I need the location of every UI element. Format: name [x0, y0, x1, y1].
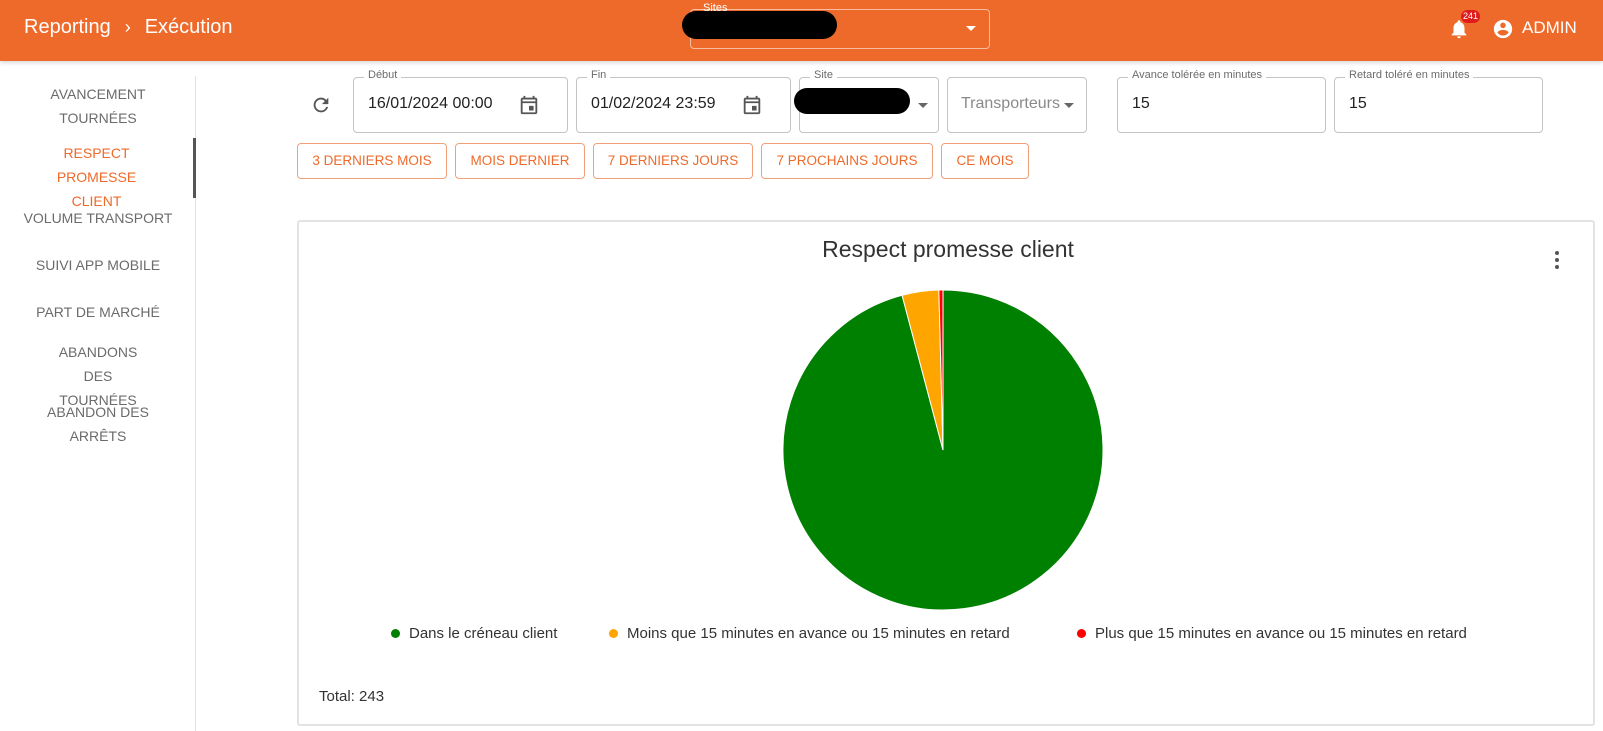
- breadcrumb-reporting[interactable]: Reporting: [24, 16, 111, 38]
- more-vert-icon[interactable]: [1554, 251, 1560, 271]
- chart-title: Respect promesse client: [822, 236, 1074, 262]
- legend-dot-icon: [1077, 629, 1086, 638]
- pie-chart: [782, 289, 1104, 611]
- legend-item-dans-le-creneau[interactable]: Dans le créneau client: [391, 625, 557, 642]
- transporteurs-select[interactable]: Transporteurs: [947, 77, 1087, 133]
- chart-card: Respect promesse client Dans le créneau …: [297, 220, 1595, 726]
- range-7-prochains-jours-button[interactable]: 7 PROCHAINS JOURS: [761, 143, 933, 179]
- date-fin-field[interactable]: Fin 01/02/2024 23:59: [576, 69, 791, 133]
- refresh-icon[interactable]: [310, 94, 332, 116]
- date-debut-label: Début: [364, 69, 402, 81]
- notification-badge: 241: [1461, 10, 1481, 23]
- site-redacted-value: [794, 88, 910, 114]
- date-debut-value[interactable]: 16/01/2024 00:00: [368, 95, 493, 112]
- calendar-icon[interactable]: [518, 94, 540, 116]
- sidebar-nav: AVANCEMENT TOURNÉES RESPECT PROMESSE CLI…: [0, 76, 196, 731]
- avance-toleree-value[interactable]: 15: [1132, 95, 1150, 112]
- site-select[interactable]: Site: [794, 69, 939, 133]
- legend-dot-icon: [391, 629, 400, 638]
- sidebar-item-volume-transport[interactable]: VOLUME TRANSPORT: [23, 210, 173, 226]
- account-circle-icon[interactable]: [1492, 18, 1514, 40]
- sidebar-item-part-de-marche[interactable]: PART DE MARCHÉ: [36, 304, 160, 320]
- total-count: Total: 243: [319, 688, 385, 705]
- caret-down-icon[interactable]: [1064, 103, 1074, 108]
- breadcrumb: Reporting › Exécution: [24, 16, 233, 39]
- legend-dot-icon: [609, 629, 618, 638]
- legend-label: Dans le créneau client: [409, 625, 558, 642]
- sidebar-item-avancement-tournees[interactable]: AVANCEMENT TOURNÉES: [50, 86, 146, 126]
- breadcrumb-separator: ›: [124, 17, 131, 37]
- sites-redacted-value: [682, 11, 837, 39]
- breadcrumb-execution: Exécution: [144, 16, 233, 38]
- range-ce-mois-button[interactable]: CE MOIS: [941, 143, 1029, 179]
- range-3-derniers-mois-button[interactable]: 3 DERNIERS MOIS: [297, 143, 447, 179]
- transporteurs-placeholder: Transporteurs: [961, 95, 1060, 112]
- sidebar-item-respect-promesse-client[interactable]: RESPECT PROMESSE CLIENT: [0, 138, 196, 209]
- pie-slice-2[interactable]: [938, 289, 944, 451]
- date-fin-value[interactable]: 01/02/2024 23:59: [591, 95, 716, 112]
- caret-down-icon[interactable]: [918, 103, 928, 108]
- bell-icon[interactable]: [1448, 17, 1470, 41]
- legend-item-plus-que-15[interactable]: Plus que 15 minutes en avance ou 15 minu…: [1077, 625, 1467, 642]
- top-app-bar: Reporting › Exécution Sites 241 ADMIN: [0, 0, 1603, 61]
- sidebar-item-suivi-app-mobile[interactable]: SUIVI APP MOBILE: [35, 257, 161, 273]
- range-mois-dernier-button[interactable]: MOIS DERNIER: [455, 143, 585, 179]
- sidebar-item-abandon-des-arrets[interactable]: ABANDON DES ARRÊTS: [47, 404, 149, 444]
- retard-tolere-value[interactable]: 15: [1349, 95, 1367, 112]
- avance-toleree-label: Avance tolérée en minutes: [1128, 69, 1267, 81]
- legend-item-moins-que-15[interactable]: Moins que 15 minutes en avance ou 15 min…: [609, 625, 1010, 642]
- calendar-icon[interactable]: [741, 94, 763, 116]
- legend-label: Moins que 15 minutes en avance ou 15 min…: [627, 625, 1010, 642]
- date-fin-label: Fin: [587, 69, 611, 81]
- range-7-derniers-jours-button[interactable]: 7 DERNIERS JOURS: [593, 143, 753, 179]
- retard-tolere-label: Retard toléré en minutes: [1345, 69, 1474, 81]
- legend-label: Plus que 15 minutes en avance ou 15 minu…: [1095, 625, 1467, 642]
- caret-down-icon[interactable]: [966, 26, 976, 31]
- date-debut-field[interactable]: Début 16/01/2024 00:00: [353, 69, 568, 133]
- user-name[interactable]: ADMIN: [1522, 18, 1577, 37]
- retard-tolere-field[interactable]: Retard toléré en minutes 15: [1334, 69, 1543, 133]
- avance-toleree-field[interactable]: Avance tolérée en minutes 15: [1117, 69, 1326, 133]
- chart-legend: Dans le créneau client Moins que 15 minu…: [299, 625, 1597, 645]
- site-label: Site: [810, 69, 837, 81]
- sidebar-item-abandons-des-tournees[interactable]: ABANDONS DES TOURNÉES: [58, 344, 138, 408]
